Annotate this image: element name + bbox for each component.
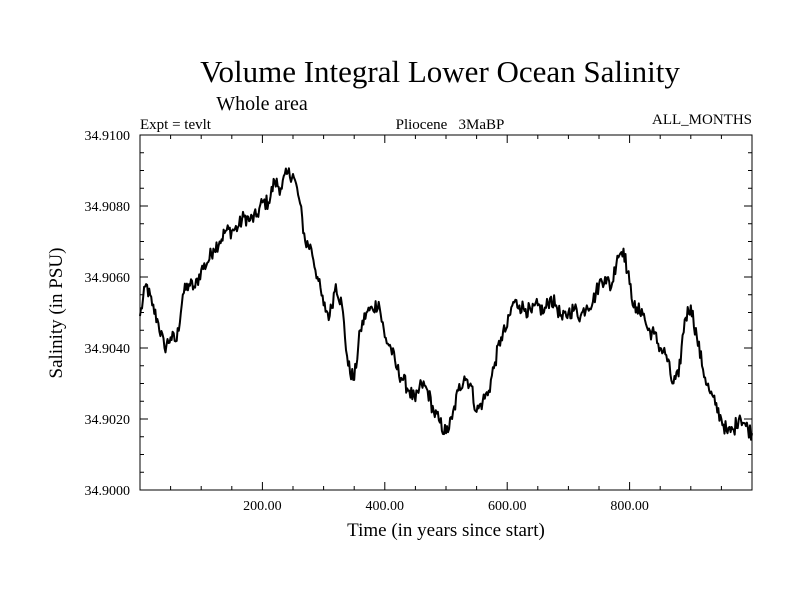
plot-frame <box>139 134 753 491</box>
y-tick-label: 34.9020 <box>85 413 131 428</box>
chart-subtitle: Whole area <box>216 93 308 115</box>
experiment-label: Expt = tevlt <box>140 117 212 133</box>
y-tick-label: 34.9060 <box>85 271 131 286</box>
y-tick-label: 34.9100 <box>85 129 131 144</box>
x-axis-label: Time (in years since start) <box>347 520 545 541</box>
y-axis-label: Salinity (in PSU) <box>46 248 67 379</box>
y-tick-label: 34.9040 <box>85 342 131 357</box>
y-tick-label: 34.9080 <box>85 200 131 215</box>
chart-title: Volume Integral Lower Ocean Salinity <box>200 54 680 89</box>
y-axis-ticks: 34.9000 34.9020 34.9040 34.9060 34.9080 34.91… <box>85 129 752 499</box>
salinity-series-line <box>139 167 753 441</box>
months-label: ALL_MONTHS <box>652 112 752 128</box>
x-tick-label: 600.00 <box>488 499 527 514</box>
x-tick-label: 200.00 <box>243 499 282 514</box>
x-tick-label: 800.00 <box>610 499 649 514</box>
period-label: Pliocene 3MaBP <box>396 117 505 133</box>
x-axis-ticks: 200.00 400.00 600.00 800.00 <box>170 135 722 514</box>
x-tick-label: 400.00 <box>366 499 405 514</box>
y-tick-label: 34.9000 <box>85 484 131 499</box>
